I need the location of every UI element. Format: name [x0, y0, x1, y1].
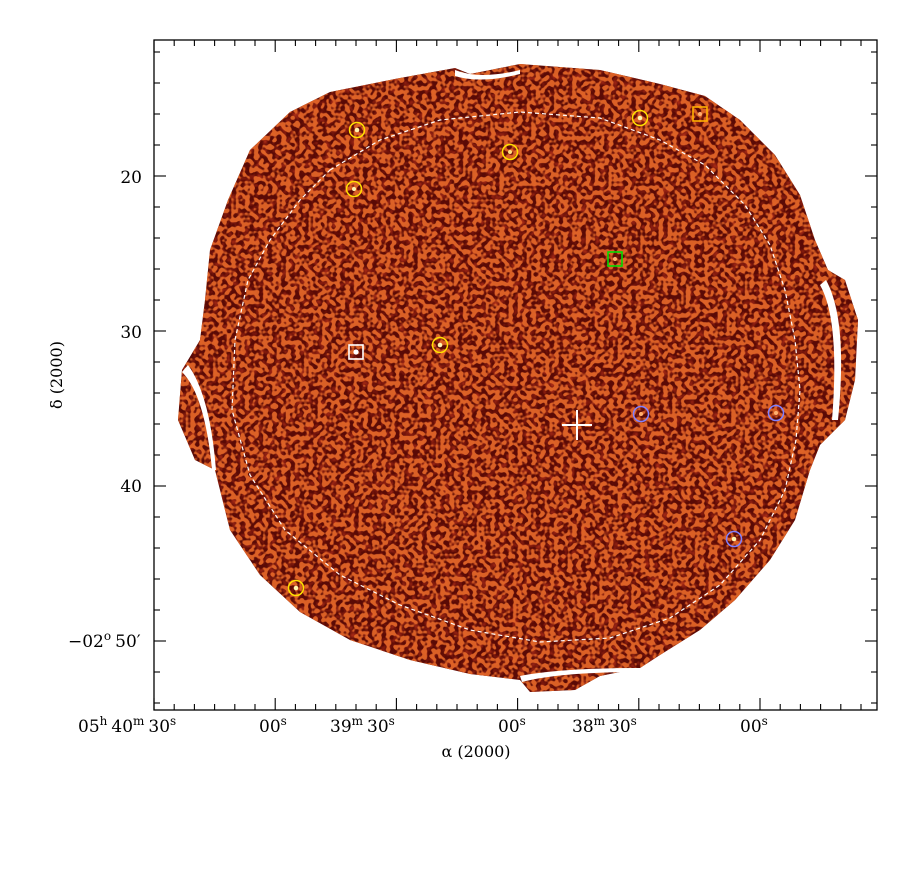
- yellow-circle-marker: [348, 121, 366, 139]
- y-tick-label: 20: [120, 168, 142, 188]
- y-tick-label: 40: [120, 477, 142, 497]
- plot-frame: [153, 39, 878, 711]
- x-tick-label: 00s: [259, 714, 287, 737]
- x-tick-label: 05h 40m 30s: [78, 714, 176, 737]
- y-tick-label: −02o 50′: [68, 629, 141, 652]
- y-tick-labels: 20 30 40 −02o 50′: [68, 168, 142, 652]
- yellow-circle-marker: [287, 579, 305, 597]
- source-markers: [287, 106, 785, 597]
- yellow-circle-marker: [501, 143, 519, 161]
- edge-gap-left: [182, 365, 216, 470]
- blue-circle-marker: [767, 404, 785, 422]
- point-sources: [293, 112, 778, 591]
- orange-square-marker: [692, 106, 708, 122]
- y-tick-label: 30: [120, 323, 142, 343]
- x-tick-label: 39m 30s: [330, 714, 395, 737]
- sky-field: [178, 64, 858, 692]
- edge-gap-bottom: [520, 668, 640, 682]
- edge-gap-right: [820, 280, 842, 420]
- yellow-circle-marker: [431, 336, 449, 354]
- yellow-circle-marker: [631, 109, 649, 127]
- x-axis-label: α (2000): [441, 742, 510, 761]
- cross-marker: [562, 410, 592, 440]
- white-square-marker: [348, 344, 364, 360]
- x-tick-label: 00s: [498, 714, 526, 737]
- blue-circle-marker: [725, 530, 743, 548]
- green-square-marker: [607, 251, 623, 267]
- edge-gap-top: [455, 70, 520, 80]
- x-tick-label: 38m 30s: [572, 714, 637, 737]
- x-tick-label: 00s: [740, 714, 768, 737]
- x-tick-labels: 05h 40m 30s 00s 39m 30s 00s 38m 30s 00s: [78, 714, 768, 737]
- yellow-circle-marker: [345, 180, 363, 198]
- blue-circle-marker: [632, 405, 650, 423]
- tick-marks: [153, 40, 877, 710]
- y-axis-label: δ (2000): [47, 341, 66, 409]
